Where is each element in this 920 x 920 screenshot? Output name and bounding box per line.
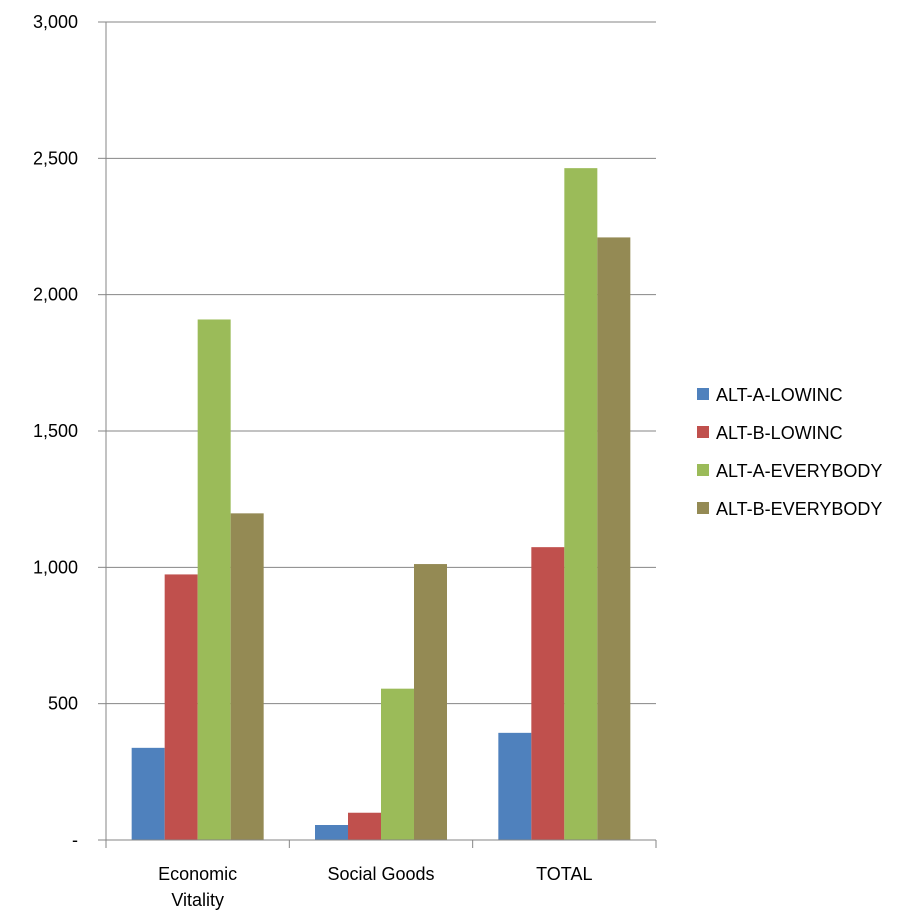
bars	[131, 168, 631, 840]
x-tick-label: Social Goods	[327, 864, 434, 884]
bar	[348, 812, 381, 840]
legend-label: ALT-B-EVERYBODY	[716, 499, 882, 519]
y-tick-label: 1,000	[33, 557, 78, 577]
y-tick-label: 1,500	[33, 421, 78, 441]
x-tick-label-line: Social Goods	[327, 864, 434, 884]
y-tick-label: -	[72, 830, 78, 850]
bar	[197, 319, 231, 840]
bar	[381, 688, 414, 840]
x-tick-label: Economic Vitality	[158, 864, 237, 910]
legend-swatch	[697, 426, 709, 438]
legend-label: ALT-B-LOWINC	[716, 423, 843, 443]
legend-label: ALT-A-LOWINC	[716, 385, 843, 405]
legend-swatch	[697, 464, 709, 476]
y-axis-tick-labels: - 500 1,000 1,500 2,000 2,500 3,000	[33, 12, 78, 850]
legend: ALT-A-LOWINC ALT-B-LOWINC ALT-A-EVERYBODY A…	[697, 385, 882, 519]
bar	[498, 732, 532, 840]
legend-swatch	[697, 502, 709, 514]
bar	[315, 825, 348, 840]
bar	[414, 564, 447, 840]
legend-swatch	[697, 388, 709, 400]
y-tick-label: 500	[48, 694, 78, 714]
y-tick-label: 3,000	[33, 12, 78, 32]
bar	[531, 547, 565, 840]
bar	[230, 513, 264, 840]
x-tick-label-line: TOTAL	[536, 864, 592, 884]
bar	[131, 747, 165, 840]
y-tick-label: 2,000	[33, 285, 78, 305]
bar	[597, 237, 631, 840]
axes	[98, 21, 657, 848]
x-tick-label-line: Economic	[158, 864, 237, 884]
x-tick-label: TOTAL	[536, 864, 592, 884]
bar	[564, 168, 598, 840]
y-tick-label: 2,500	[33, 148, 78, 168]
x-axis-tick-labels: Economic Vitality Social Goods TOTAL	[158, 864, 592, 910]
x-tick-label-line: Vitality	[171, 890, 224, 910]
bar	[164, 574, 198, 840]
legend-label: ALT-A-EVERYBODY	[716, 461, 882, 481]
